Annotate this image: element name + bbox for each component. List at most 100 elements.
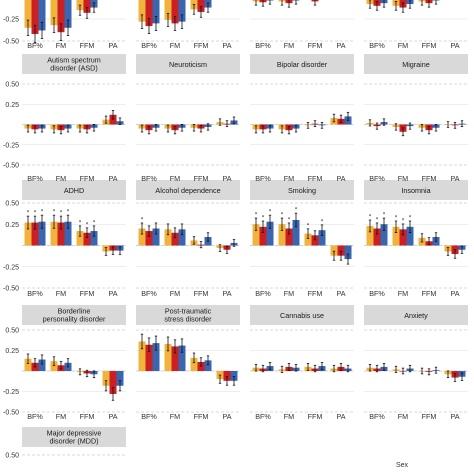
bar xyxy=(24,358,32,371)
x-tick-label: FFM xyxy=(80,289,95,298)
bar xyxy=(178,0,186,22)
x-tick-label: FFM xyxy=(422,174,437,183)
bar xyxy=(38,359,46,371)
x-tick-label: FFM xyxy=(80,412,95,421)
bar xyxy=(24,222,32,246)
x-tick-label: FFM xyxy=(422,412,437,421)
bar xyxy=(31,222,39,246)
strip-label: Smoking xyxy=(288,186,316,195)
strip-label: disorder (MDD) xyxy=(49,437,98,446)
x-tick-label: BF% xyxy=(27,41,43,50)
y-tick-label: 0.50 xyxy=(5,201,19,208)
strip-box xyxy=(136,180,240,200)
bar xyxy=(171,0,179,24)
x-tick-label: BF% xyxy=(369,174,385,183)
bar xyxy=(76,231,84,246)
strip-box xyxy=(364,180,468,200)
bar xyxy=(330,245,338,256)
significance-star: * xyxy=(41,210,44,216)
x-tick-label: FM xyxy=(398,41,408,50)
x-tick-label: BF% xyxy=(141,412,157,421)
x-tick-label: PA xyxy=(222,412,231,421)
strip-box xyxy=(22,305,126,325)
bar xyxy=(164,0,172,20)
x-tick-label: FFM xyxy=(308,41,323,50)
strip-label: personality disorder xyxy=(43,315,106,324)
x-tick-label: FM xyxy=(56,41,66,50)
strip-box xyxy=(250,305,354,325)
bar xyxy=(204,360,212,371)
x-tick-label: FM xyxy=(398,289,408,298)
significance-star: * xyxy=(34,211,37,217)
panel-4: BF% FM FFM PA xyxy=(364,0,468,50)
panel-5: 0.50 0.25 -0.25 -0.50 BF% FM FFM PA xyxy=(3,82,126,183)
significance-star: * xyxy=(402,218,405,224)
bar xyxy=(292,220,300,246)
x-tick-label: FM xyxy=(284,174,294,183)
panel-17: 0.50 xyxy=(5,453,126,460)
x-tick-label: PA xyxy=(108,289,117,298)
strip-label: Alcohol dependence xyxy=(155,186,220,195)
strip-label: disorder (ASD) xyxy=(50,64,98,73)
panel-6: BF% FM FFM PA xyxy=(136,83,240,183)
strip-label: Major depressive xyxy=(47,429,102,438)
x-tick-label: FFM xyxy=(80,41,95,50)
x-tick-label: FFM xyxy=(194,41,209,50)
x-tick-label: FM xyxy=(398,412,408,421)
bar xyxy=(145,0,153,27)
significance-star: * xyxy=(79,220,82,226)
significance-star: * xyxy=(376,217,379,223)
x-tick-label: FM xyxy=(398,174,408,183)
strip-box xyxy=(364,305,468,325)
bar xyxy=(178,229,186,246)
bar xyxy=(171,346,179,371)
x-tick-label: PA xyxy=(108,412,117,421)
x-tick-label: BF% xyxy=(255,412,271,421)
y-tick-label: -0.50 xyxy=(3,163,19,170)
x-tick-label: FM xyxy=(170,412,180,421)
bar xyxy=(152,343,160,371)
x-tick-label: FM xyxy=(170,289,180,298)
strip-label: Insomnia xyxy=(401,186,430,195)
bar xyxy=(57,0,65,33)
x-tick-label: FFM xyxy=(194,412,209,421)
bar xyxy=(197,0,205,12)
x-tick-label: FM xyxy=(170,41,180,50)
bar xyxy=(138,228,146,246)
x-tick-label: FM xyxy=(284,412,294,421)
y-tick-label: -0.25 xyxy=(3,389,19,396)
bar xyxy=(337,245,345,256)
bar xyxy=(152,228,160,246)
x-tick-label: BF% xyxy=(141,174,157,183)
x-tick-label: FFM xyxy=(308,289,323,298)
strip-label: Post-traumatic xyxy=(165,307,212,316)
x-tick-label: BF% xyxy=(141,289,157,298)
x-tick-label: FM xyxy=(284,41,294,50)
strip-label: Cannabis use xyxy=(280,311,324,320)
panel-2: BF% FM FFM PA xyxy=(136,0,240,50)
significance-star: * xyxy=(255,213,258,219)
x-tick-label: BF% xyxy=(27,412,43,421)
bar xyxy=(152,0,160,24)
panel-13: 0.50 0.25 -0.25 -0.50 BF% FM FFM PA xyxy=(3,328,126,421)
significance-star: * xyxy=(269,210,272,216)
significance-star: * xyxy=(409,216,412,222)
x-tick-label: BF% xyxy=(255,41,271,50)
x-tick-label: BF% xyxy=(369,289,385,298)
strip-box xyxy=(22,427,126,447)
x-tick-label: FM xyxy=(56,289,66,298)
significance-star: * xyxy=(27,211,30,217)
significance-star: * xyxy=(321,219,324,225)
bar xyxy=(178,345,186,371)
bar xyxy=(50,0,58,26)
strip-box xyxy=(136,54,240,74)
significance-star: * xyxy=(53,210,56,216)
y-tick-label: 0.50 xyxy=(5,82,19,89)
bar xyxy=(109,114,117,125)
x-tick-label: PA xyxy=(450,174,459,183)
y-tick-label: -0.25 xyxy=(3,142,19,149)
x-tick-label: PA xyxy=(450,41,459,50)
x-tick-label: PA xyxy=(108,174,117,183)
bar xyxy=(50,361,58,371)
x-tick-label: PA xyxy=(108,41,117,50)
